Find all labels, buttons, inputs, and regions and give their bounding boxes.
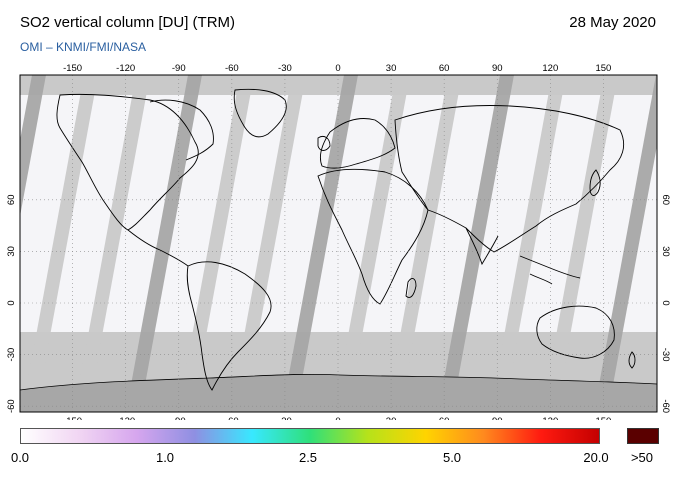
orbit-gap-stripe [74,75,150,412]
orbit-gap-stripe [126,75,202,412]
orbit-gap-stripe [178,75,254,412]
orbit-gap-stripe [20,75,46,217]
lat-label-left: -30 [6,348,17,362]
lon-label-top: -30 [278,63,292,74]
lat-label-left: 0 [6,300,17,305]
orbit-gap-stripe [438,75,514,412]
lon-label-bottom: 120 [542,416,558,420]
lon-labels-bottom: -150 -120 -90 -60 -30 0 30 60 90 120 150 [63,416,611,427]
lat-labels-right: 60 30 0 -30 -60 [660,195,671,414]
lon-label-bottom: 30 [386,416,397,420]
lon-label-bottom: 150 [595,416,611,420]
orbit-gap-stripe [282,75,358,412]
orbit-gap-stripe [22,75,98,412]
lat-label-right: 0 [660,300,671,305]
lat-label-right: 30 [660,246,671,257]
lon-label-top: 150 [595,63,611,74]
lat-labels-left: 60 30 0 -30 -60 [6,195,17,414]
lon-label-top: -90 [172,63,186,74]
colorbar-label-0: 0.0 [10,450,30,465]
orbit-gap-stripe [542,75,618,412]
lon-label-top: -120 [116,63,135,74]
lat-label-left: 30 [6,246,17,257]
orbit-gap-stripe [386,75,462,412]
lon-label-top: 30 [386,63,397,74]
lon-label-bottom: -30 [278,416,292,420]
lon-label-bottom: 0 [335,416,340,420]
lat-label-left: -60 [6,399,17,413]
colorbar-label-3: 5.0 [442,450,462,465]
lat-label-right: -30 [660,348,671,362]
map-title: SO2 vertical column [DU] (TRM) [20,14,236,31]
colorbar-overflow-swatch [627,428,659,444]
lon-label-bottom: -120 [116,416,135,420]
lon-label-bottom: -60 [225,416,239,420]
lon-label-bottom: 60 [439,416,450,420]
lat-label-right: 60 [660,195,671,206]
orbit-gap-stripe [490,75,566,412]
orbit-gap-stripe [230,75,306,412]
lon-label-top: 120 [542,63,558,74]
data-credit: OMI – KNMI/FMI/NASA [20,40,147,54]
orbit-gap-stripes [20,75,657,412]
map-frame [19,74,658,413]
lon-label-bottom: -90 [172,416,186,420]
orbit-gap-stripe [594,75,657,412]
graticule [20,75,657,412]
lon-labels-top: -150 -120 -90 -60 -30 0 30 60 90 120 150 [63,63,611,74]
antarctica-land [20,373,657,412]
lon-label-bottom: 90 [492,416,503,420]
lat-label-right: -60 [660,399,671,413]
lon-label-top: 0 [335,63,340,74]
lon-label-top: 60 [439,63,450,74]
colorbar-label-2: 2.5 [298,450,318,465]
lat-label-left: 60 [6,195,17,206]
colorbar-label-4: 20.0 [583,450,609,465]
lon-label-top: -60 [225,63,239,74]
coastlines [56,88,636,391]
colorbar-over-label: >50 [630,450,654,465]
colorbar-label-1: 1.0 [155,450,175,465]
lon-label-top: -150 [63,63,82,74]
lon-label-bottom: -150 [63,416,82,420]
colorbar [20,428,600,444]
map-date: 28 May 2020 [569,14,656,31]
lon-label-top: 90 [492,63,503,74]
